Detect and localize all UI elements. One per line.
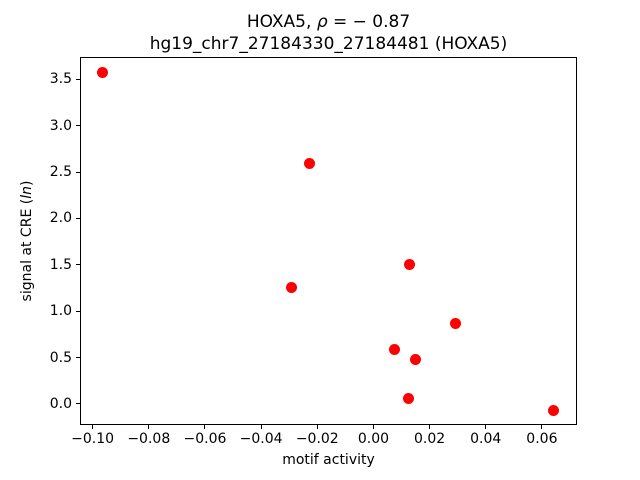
y-tick-mark xyxy=(76,125,80,127)
x-tick-mark xyxy=(148,425,150,429)
x-tick-mark xyxy=(92,425,94,429)
x-tick-mark xyxy=(485,425,487,429)
y-tick-label: 0.5 xyxy=(49,349,72,366)
x-tick-label: −0.10 xyxy=(71,431,115,447)
y-tick-mark xyxy=(76,357,80,359)
title-rho-symbol: ρ xyxy=(316,12,328,32)
y-tick-label: 2.0 xyxy=(49,210,72,227)
data-point xyxy=(404,259,416,271)
x-tick-label: −0.04 xyxy=(239,431,283,447)
x-tick-mark xyxy=(316,425,318,429)
x-tick-label: 0.02 xyxy=(413,431,446,447)
x-tick-label: −0.02 xyxy=(295,431,339,447)
chart-subtitle: hg19_chr7_27184330_27184481 (HOXA5) xyxy=(149,34,508,54)
data-point xyxy=(96,67,108,79)
y-tick-mark xyxy=(76,217,80,219)
title-gene-text: HOXA5, xyxy=(246,12,317,32)
chart-title: HOXA5, ρ = − 0.87 hg19_chr7_27184330_271… xyxy=(80,11,577,55)
y-axis-label: signal at CRE (ln) xyxy=(19,181,35,302)
x-tick-label: 0.00 xyxy=(357,431,390,447)
title-rho-value: = − 0.87 xyxy=(327,12,411,32)
y-tick-label: 0.0 xyxy=(49,395,72,412)
y-tick-label: 3.5 xyxy=(49,71,72,88)
data-point xyxy=(304,158,316,170)
y-tick-label: 1.0 xyxy=(49,303,72,320)
data-point xyxy=(285,281,297,293)
data-point xyxy=(548,404,560,416)
data-point xyxy=(388,343,400,355)
x-tick-label: 0.06 xyxy=(526,431,558,447)
data-point xyxy=(410,353,422,365)
x-axis-label: motif activity xyxy=(282,452,375,468)
y-tick-label: 1.5 xyxy=(49,256,72,273)
y-tick-mark xyxy=(76,403,80,405)
y-axis-label-paren: ) xyxy=(19,180,35,187)
x-tick-mark xyxy=(541,425,543,429)
y-axis-label-ln: ln xyxy=(19,186,35,199)
x-tick-mark xyxy=(372,425,374,429)
y-tick-label: 3.0 xyxy=(49,117,72,134)
y-tick-mark xyxy=(76,78,80,80)
plot-area xyxy=(80,57,577,425)
x-tick-label: −0.06 xyxy=(183,431,227,447)
x-tick-mark xyxy=(204,425,206,429)
chart-title-line1: HOXA5, ρ = − 0.87 xyxy=(80,11,577,33)
x-tick-mark xyxy=(260,425,262,429)
data-point xyxy=(403,392,415,404)
x-tick-label: 0.04 xyxy=(470,431,502,447)
y-tick-mark xyxy=(76,171,80,173)
x-tick-mark xyxy=(429,425,431,429)
y-tick-label: 2.5 xyxy=(49,164,72,181)
y-tick-mark xyxy=(76,264,80,266)
y-tick-mark xyxy=(76,310,80,312)
x-tick-label: −0.08 xyxy=(127,431,171,447)
data-point xyxy=(449,317,461,329)
